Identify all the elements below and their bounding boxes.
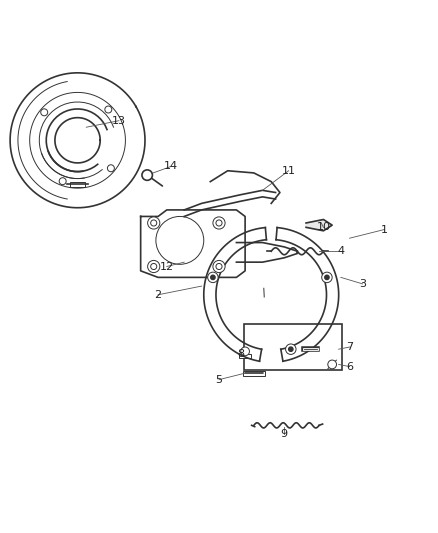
Circle shape bbox=[151, 263, 157, 270]
Text: 3: 3 bbox=[359, 279, 366, 289]
FancyBboxPatch shape bbox=[243, 371, 265, 376]
Circle shape bbox=[325, 275, 329, 279]
Circle shape bbox=[142, 170, 152, 180]
Polygon shape bbox=[306, 220, 332, 231]
Circle shape bbox=[208, 272, 218, 282]
FancyBboxPatch shape bbox=[239, 354, 251, 358]
Circle shape bbox=[286, 344, 296, 354]
Circle shape bbox=[322, 272, 332, 282]
FancyBboxPatch shape bbox=[244, 325, 342, 370]
Text: 1: 1 bbox=[381, 224, 388, 235]
Text: 5: 5 bbox=[215, 375, 223, 385]
Circle shape bbox=[156, 216, 204, 264]
Circle shape bbox=[216, 263, 222, 270]
Circle shape bbox=[213, 217, 225, 229]
Text: 4: 4 bbox=[337, 246, 344, 256]
Text: 2: 2 bbox=[155, 290, 162, 300]
Circle shape bbox=[107, 165, 114, 172]
Text: 11: 11 bbox=[282, 166, 296, 176]
Circle shape bbox=[216, 220, 222, 226]
Circle shape bbox=[289, 347, 293, 351]
Text: 6: 6 bbox=[346, 361, 353, 372]
Text: 9: 9 bbox=[281, 429, 288, 439]
Circle shape bbox=[148, 261, 160, 272]
Text: 10: 10 bbox=[316, 222, 330, 232]
Circle shape bbox=[59, 177, 66, 184]
Circle shape bbox=[148, 217, 160, 229]
Text: 14: 14 bbox=[164, 161, 178, 172]
FancyBboxPatch shape bbox=[70, 182, 85, 187]
Text: 7: 7 bbox=[346, 342, 353, 352]
Circle shape bbox=[241, 347, 250, 356]
Text: 12: 12 bbox=[160, 262, 174, 271]
Circle shape bbox=[162, 222, 198, 259]
Circle shape bbox=[151, 220, 157, 226]
Circle shape bbox=[41, 109, 48, 116]
Text: 13: 13 bbox=[112, 116, 126, 126]
Circle shape bbox=[211, 275, 215, 279]
Circle shape bbox=[213, 261, 225, 272]
Text: 8: 8 bbox=[237, 349, 244, 359]
Circle shape bbox=[328, 360, 336, 369]
Circle shape bbox=[105, 106, 112, 113]
